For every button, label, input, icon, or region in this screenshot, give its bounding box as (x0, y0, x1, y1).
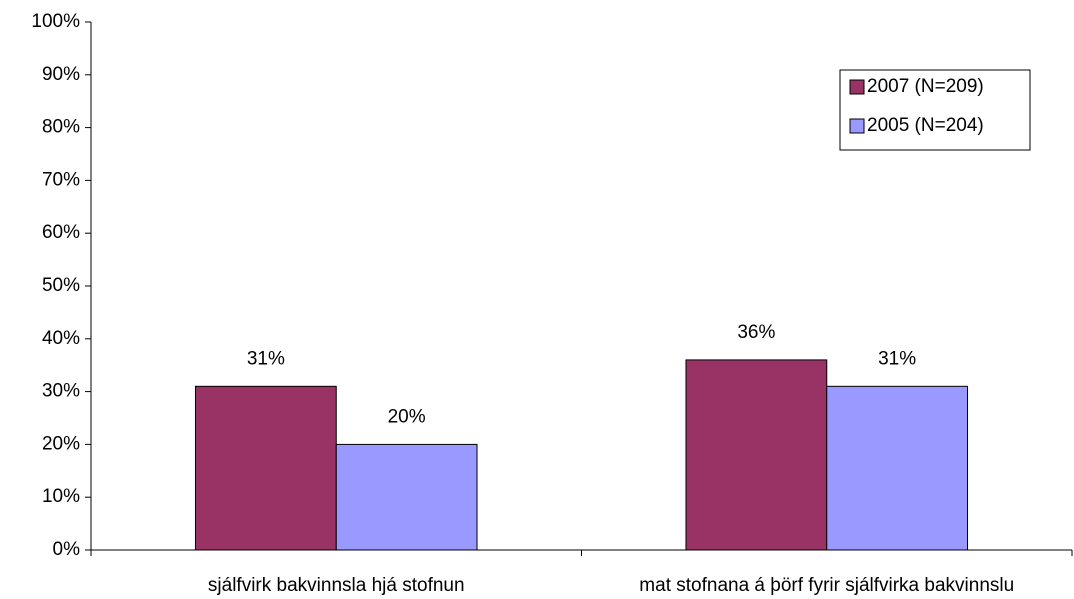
data-label: 31% (247, 348, 285, 369)
data-label: 20% (388, 406, 426, 427)
y-tick-label: 100% (31, 11, 80, 32)
bar (335, 443, 478, 551)
y-tick-label: 70% (42, 169, 80, 190)
x-tick-label: sjálfvirk bakvinnsla hjá stofnun (208, 575, 465, 596)
y-tick-label: 90% (42, 64, 80, 85)
y-tick-label: 0% (53, 539, 81, 560)
data-label: 31% (878, 348, 916, 369)
legend-swatch (849, 79, 865, 95)
legend-swatch (849, 118, 865, 134)
bar (826, 385, 969, 551)
y-tick-label: 80% (42, 117, 80, 138)
legend-box (839, 69, 1031, 151)
y-tick-label: 30% (42, 381, 80, 402)
x-tick-label: mat stofnana á þörf fyrir sjálfvirka bak… (639, 575, 1014, 596)
y-tick-label: 10% (42, 486, 80, 507)
legend-label: 2005 (N=204) (867, 115, 984, 136)
y-tick-label: 50% (42, 275, 80, 296)
legend-label: 2007 (N=209) (867, 76, 984, 97)
y-tick-label: 40% (42, 328, 80, 349)
bar (194, 385, 337, 551)
data-label: 36% (737, 322, 775, 343)
bar (685, 359, 828, 551)
y-tick-label: 60% (42, 222, 80, 243)
y-tick-label: 20% (42, 433, 80, 454)
